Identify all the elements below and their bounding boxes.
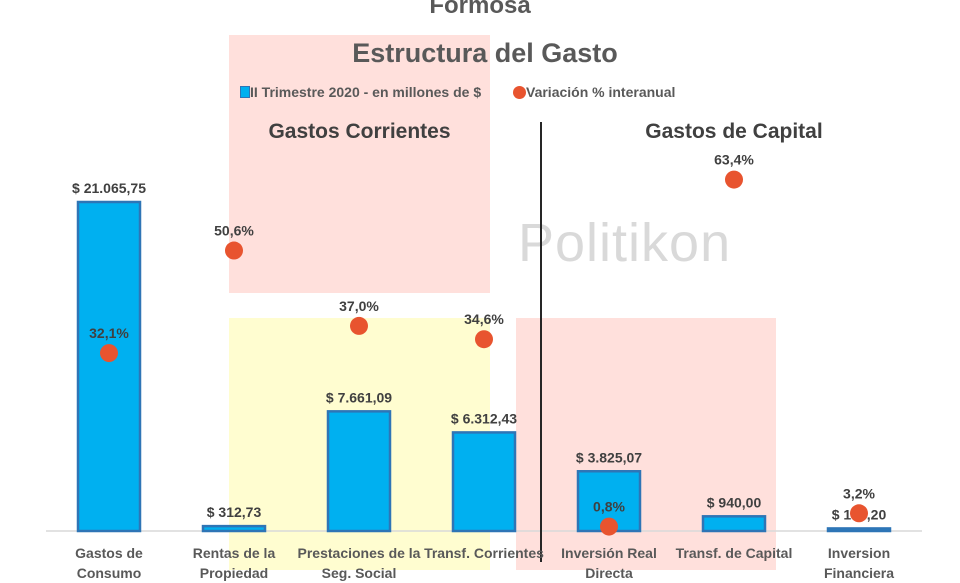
group-label-capital: Gastos de Capital: [645, 120, 823, 143]
variation-dot: [600, 517, 618, 536]
variation-label: 32,1%: [89, 325, 129, 341]
category-label: Transf. de Capital: [675, 545, 793, 561]
legend-dot-label: Variación % interanual: [526, 84, 676, 100]
bar-value-label: $ 6.312,43: [451, 410, 517, 426]
category-label: Inversión Real Directa: [561, 545, 657, 581]
legend-dot-swatch: [513, 86, 526, 99]
bar: [701, 515, 767, 533]
bar: [76, 200, 142, 533]
variation-dot: [225, 241, 243, 260]
variation-label: 63,4%: [714, 152, 754, 168]
variation-dot: [100, 344, 118, 363]
current-highlight-pink: [229, 35, 490, 293]
bar: [451, 431, 517, 533]
variation-dot: [350, 316, 368, 335]
legend-bar-swatch: [240, 86, 250, 98]
variation-label: 0,8%: [593, 499, 625, 515]
bar-value-label: $ 21.065,75: [72, 180, 146, 196]
bar-value-label: $ 7.661,09: [326, 389, 392, 405]
watermark: Politikon: [518, 213, 732, 273]
bar: [201, 524, 267, 533]
variation-dot: [475, 330, 493, 349]
chart-plot: $ 21.065,75 $ 312,73 $ 7.661,09 $ 6.312,43 $…: [46, 122, 922, 562]
bar: [326, 410, 392, 533]
variation-dot: [850, 504, 868, 523]
bar-value-label: $ 3.825,07: [576, 449, 642, 465]
category-label: Transf. Corrientes: [424, 545, 544, 561]
variation-label: 50,6%: [214, 223, 254, 239]
category-label: Inversion Financiera: [823, 545, 895, 581]
legend: II Trimestre 2020 - en millones de $ Var…: [240, 84, 675, 100]
bar: [826, 527, 892, 533]
category-label: Prestaciones de la Seg. Social: [297, 545, 421, 581]
variation-label: 37,0%: [339, 298, 379, 314]
category-label: Gastos de Consumo: [75, 545, 143, 581]
legend-bar-label: II Trimestre 2020 - en millones de $: [250, 84, 482, 100]
variation-label: 3,2%: [843, 485, 875, 501]
bar-value-label: $ 940,00: [707, 494, 762, 510]
variation-dot: [725, 170, 743, 189]
chart-title: Estructura del Gasto: [352, 38, 618, 68]
bar-value-label: $ 312,73: [207, 504, 262, 520]
group-label-current: Gastos Corrientes: [268, 120, 451, 143]
variation-label: 34,6%: [464, 311, 504, 327]
category-label: Rentas de la Propiedad: [192, 545, 276, 581]
page-title: Formosa: [429, 0, 531, 19]
